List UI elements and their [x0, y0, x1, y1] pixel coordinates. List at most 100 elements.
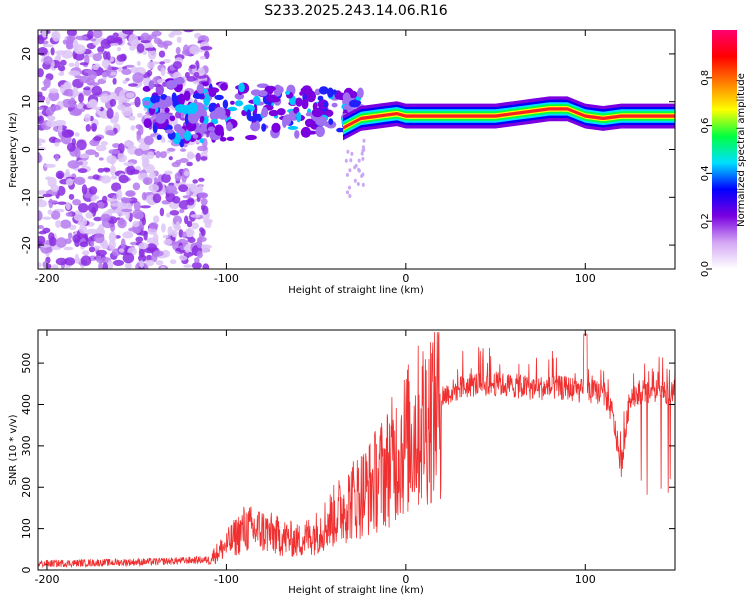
noise-blob: [50, 210, 61, 220]
y-tick-label: 200: [20, 477, 33, 498]
signal-blob: [344, 158, 348, 163]
signal-blob: [315, 115, 327, 127]
signal-blob: [323, 109, 334, 117]
noise-blob: [182, 231, 187, 239]
signal-blob: [213, 106, 226, 119]
signal-blob: [301, 98, 309, 110]
spectrogram-ylabel: Frequency (Hz): [8, 112, 19, 188]
noise-blob: [176, 36, 182, 43]
noise-blob: [198, 185, 204, 193]
noise-blob: [125, 190, 135, 197]
noise-blob: [165, 184, 178, 194]
y-tick-label: 400: [20, 394, 33, 415]
snr-line: [37, 332, 676, 569]
noise-blob: [72, 234, 81, 243]
noise-blob: [125, 140, 135, 148]
x-tick-label: 0: [402, 272, 409, 285]
noise-blob: [178, 184, 189, 193]
noise-blob: [117, 66, 123, 72]
x-tick-label: -100: [214, 573, 239, 586]
noise-blob: [148, 183, 160, 192]
noise-blob: [197, 192, 209, 199]
noise-blob: [58, 123, 63, 133]
noise-blob: [122, 231, 134, 239]
noise-blob: [47, 115, 56, 121]
noise-blob: [189, 45, 200, 55]
noise-blob: [184, 244, 190, 254]
x-tick-label: 0: [402, 573, 409, 586]
signal-blob: [227, 106, 238, 112]
noise-blob: [155, 84, 164, 96]
signal-blob: [192, 93, 204, 99]
noise-blob: [38, 138, 44, 144]
noise-blob: [66, 142, 76, 152]
signal-blob: [192, 134, 199, 139]
noise-blob: [51, 264, 59, 269]
noise-blob: [142, 177, 153, 186]
noise-blob: [136, 43, 145, 54]
noise-blob: [168, 156, 173, 161]
noise-blob: [152, 250, 164, 257]
noise-blob: [128, 34, 139, 45]
noise-blob: [78, 225, 88, 234]
spectrogram-marks: [38, 30, 675, 269]
noise-blob: [153, 177, 159, 185]
noise-blob: [100, 93, 110, 104]
noise-blob: [144, 47, 157, 51]
noise-blob: [148, 200, 155, 205]
colorbar-tick-label: 0.6: [700, 118, 711, 134]
signal-blob: [178, 93, 186, 106]
noise-blob: [78, 217, 88, 227]
noise-blob: [171, 229, 178, 238]
noise-blob: [155, 150, 161, 159]
noise-blob: [166, 147, 176, 152]
noise-blob: [48, 88, 59, 94]
snr-xlabel: Height of straight line (km): [288, 585, 424, 596]
noise-blob: [183, 251, 194, 257]
signal-blob: [273, 84, 282, 97]
noise-blob: [45, 106, 55, 116]
noise-blob: [120, 208, 133, 213]
noise-blob: [38, 262, 42, 268]
noise-blob: [137, 254, 147, 262]
noise-blob: [43, 44, 54, 48]
noise-blob: [183, 170, 190, 176]
signal-blob: [285, 90, 291, 95]
signal-blob: [348, 194, 352, 198]
noise-blob: [172, 61, 182, 70]
colorbar-bar: [712, 30, 737, 269]
noise-blob: [44, 163, 56, 168]
signal-blob: [184, 113, 189, 126]
signal-blob: [353, 178, 357, 183]
noise-blob: [92, 30, 103, 39]
signal-blob: [287, 125, 299, 130]
noise-blob: [100, 38, 112, 49]
noise-blob: [38, 111, 42, 117]
noise-blob: [182, 49, 192, 56]
colorbar-label: Normalized spectral amplitude: [736, 73, 747, 227]
noise-blob: [122, 30, 134, 35]
noise-blob: [159, 151, 167, 159]
colorbar: 0.0 0.2 0.4 0.6 0.8 Normalized spectral ampl…: [700, 30, 747, 277]
noise-blob: [159, 61, 166, 65]
noise-blob: [83, 87, 92, 91]
noise-blob: [192, 179, 198, 184]
noise-blob: [183, 30, 194, 33]
y-tick-label: 0: [20, 567, 33, 574]
noise-blob: [90, 38, 97, 42]
noise-blob: [90, 197, 97, 202]
noise-blob: [128, 83, 138, 87]
noise-blob: [68, 70, 81, 76]
noise-blob: [200, 204, 206, 211]
noise-blob: [97, 46, 105, 53]
noise-blob: [103, 168, 111, 173]
snr-panel: -200 -100 0 100 0 100 200 300 400 500 Height of s…: [8, 329, 676, 596]
noise-blob: [106, 155, 117, 164]
noise-blob: [138, 124, 144, 136]
noise-blob: [80, 255, 92, 266]
signal-blob: [184, 130, 192, 141]
noise-blob: [143, 135, 154, 145]
y-tick-label: -10: [20, 188, 33, 206]
signal-blob: [150, 95, 160, 104]
noise-blob: [136, 61, 141, 66]
